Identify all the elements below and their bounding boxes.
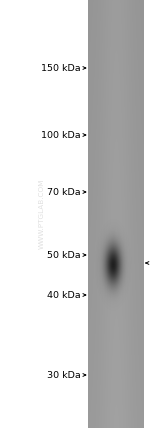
Text: 40 kDa: 40 kDa	[47, 291, 81, 300]
Text: 30 kDa: 30 kDa	[47, 371, 81, 380]
Bar	[88, 0, 144, 428]
Text: 150 kDa: 150 kDa	[41, 63, 81, 72]
Text: 50 kDa: 50 kDa	[47, 250, 81, 259]
Text: 100 kDa: 100 kDa	[41, 131, 81, 140]
Text: 70 kDa: 70 kDa	[47, 187, 81, 196]
Text: WWW.PTGLAB.COM: WWW.PTGLAB.COM	[38, 179, 44, 249]
